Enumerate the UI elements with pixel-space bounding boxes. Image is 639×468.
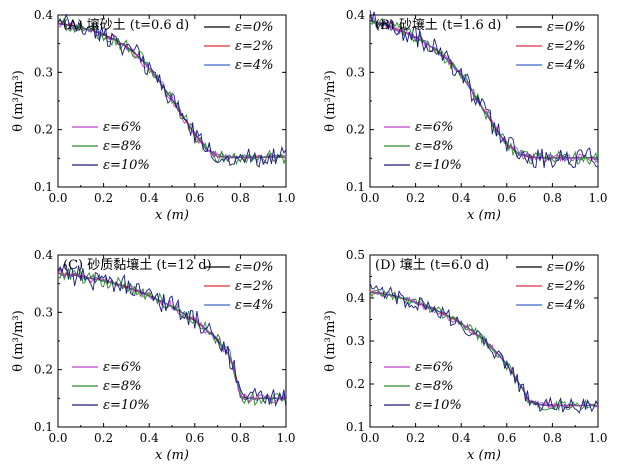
x-tick-label: 0.4 xyxy=(140,191,159,205)
y-tick-label: 0.1 xyxy=(34,420,53,434)
legend-label: ε=2% xyxy=(235,279,274,294)
y-axis-label: θ (m³/m³) xyxy=(323,310,338,372)
legend-label: ε=8% xyxy=(415,379,454,394)
y-tick-label: 0.2 xyxy=(346,123,365,137)
y-tick-label: 0.4 xyxy=(34,8,53,22)
legend-label: ε=0% xyxy=(547,20,586,35)
legend-label: ε=6% xyxy=(103,120,142,135)
y-tick-label: 0.2 xyxy=(34,363,53,377)
x-tick-label: 0.2 xyxy=(406,431,425,445)
series-line-ε=10% xyxy=(369,10,599,169)
x-tick-label: 0.2 xyxy=(94,431,113,445)
y-tick-label: 0.2 xyxy=(346,377,365,391)
x-axis-label: x (m) xyxy=(467,448,501,463)
legend-label: ε=0% xyxy=(235,20,274,35)
legend-label: ε=4% xyxy=(547,298,586,313)
legend-label: ε=10% xyxy=(103,398,150,413)
x-tick-label: 0.4 xyxy=(452,431,471,445)
legend-label: ε=10% xyxy=(415,398,462,413)
x-tick-label: 0.6 xyxy=(185,191,204,205)
legend-label: ε=8% xyxy=(103,379,142,394)
y-tick-label: 0.1 xyxy=(346,420,365,434)
y-tick-label: 0.1 xyxy=(346,180,365,194)
x-tick-label: 0.4 xyxy=(140,431,159,445)
y-tick-label: 0.3 xyxy=(34,305,53,319)
legend-label: ε=8% xyxy=(415,139,454,154)
x-tick-label: 0.2 xyxy=(406,191,425,205)
x-tick-label: 0.6 xyxy=(497,191,516,205)
series-line-ε=8% xyxy=(369,289,599,411)
x-tick-label: 0.8 xyxy=(543,191,562,205)
legend-label: ε=2% xyxy=(547,279,586,294)
panel-title: (C) 砂质黏壤土 (t=12 d) xyxy=(63,257,212,273)
series-line-ε=10% xyxy=(369,282,599,414)
legend-label: ε=4% xyxy=(235,298,274,313)
x-tick-label: 0.6 xyxy=(497,431,516,445)
legend-label: ε=4% xyxy=(547,58,586,73)
y-tick-label: 0.5 xyxy=(346,248,365,262)
y-axis-label: θ (m³/m³) xyxy=(323,70,338,132)
panel-b: 0.0 0.2 0.4 0.6 0.8 1.0 0.1 0.2 0.3 0.4 x (m) θ (m³… xyxy=(323,8,608,223)
x-tick-label: 0.8 xyxy=(231,431,250,445)
x-tick-label: 0.0 xyxy=(48,191,67,205)
legend-label: ε=4% xyxy=(235,58,274,73)
legend-label: ε=2% xyxy=(235,39,274,54)
panel-c: 0.0 0.2 0.4 0.6 0.8 1.0 0.1 0.2 0.3 0.4 x (m) θ (m³… xyxy=(11,248,296,463)
legend-label: ε=6% xyxy=(415,360,454,375)
y-tick-label: 0.4 xyxy=(346,291,365,305)
y-tick-label: 0.2 xyxy=(34,123,53,137)
y-axis-label: θ (m³/m³) xyxy=(11,70,26,132)
panel-title: (D) 壤土 (t=6.0 d) xyxy=(375,257,489,273)
x-axis-label: x (m) xyxy=(155,448,189,463)
y-axis-label: θ (m³/m³) xyxy=(11,310,26,372)
series-line-ε=8% xyxy=(57,267,287,407)
x-tick-label: 1.0 xyxy=(588,191,607,205)
x-tick-label: 0.6 xyxy=(185,431,204,445)
x-tick-label: 0.0 xyxy=(360,191,379,205)
legend-label: ε=10% xyxy=(103,158,150,173)
x-tick-label: 0.8 xyxy=(231,191,250,205)
legend-label: ε=6% xyxy=(103,360,142,375)
x-tick-label: 0.8 xyxy=(543,431,562,445)
x-axis-label: x (m) xyxy=(467,208,501,223)
x-tick-label: 0.0 xyxy=(48,431,67,445)
y-tick-label: 0.4 xyxy=(34,248,53,262)
y-tick-label: 0.1 xyxy=(34,180,53,194)
x-tick-label: 0.2 xyxy=(94,191,113,205)
panel-a: 0.0 0.2 0.4 0.6 0.8 1.0 0.1 0.2 0.3 0.4 x (m) θ (m³… xyxy=(11,8,296,223)
y-tick-label: 0.3 xyxy=(34,65,53,79)
y-tick-label: 0.3 xyxy=(346,65,365,79)
panel-title: (A) 壤砂土 (t=0.6 d) xyxy=(63,17,189,33)
legend-label: ε=2% xyxy=(547,39,586,54)
x-tick-label: 1.0 xyxy=(276,191,295,205)
x-tick-label: 0.4 xyxy=(452,191,471,205)
legend-label: ε=8% xyxy=(103,139,142,154)
y-tick-label: 0.4 xyxy=(346,8,365,22)
series-line-ε=10% xyxy=(57,13,287,168)
legend-label: ε=0% xyxy=(547,260,586,275)
x-tick-label: 1.0 xyxy=(276,431,295,445)
legend-label: ε=6% xyxy=(415,120,454,135)
panel-d: 0.0 0.2 0.4 0.6 0.8 1.0 0.1 0.2 0.3 0.4 0.5 x (m) θ … xyxy=(323,248,608,463)
x-tick-label: 0.0 xyxy=(360,431,379,445)
x-tick-label: 1.0 xyxy=(588,431,607,445)
series-line-ε=10% xyxy=(57,263,287,409)
series-line-ε=6% xyxy=(57,267,287,404)
x-axis-label: x (m) xyxy=(155,208,189,223)
legend-label: ε=10% xyxy=(415,158,462,173)
panel-title: (B) 砂壤土 (t=1.6 d) xyxy=(375,17,501,33)
y-tick-label: 0.3 xyxy=(346,334,365,348)
legend-label: ε=0% xyxy=(235,260,274,275)
